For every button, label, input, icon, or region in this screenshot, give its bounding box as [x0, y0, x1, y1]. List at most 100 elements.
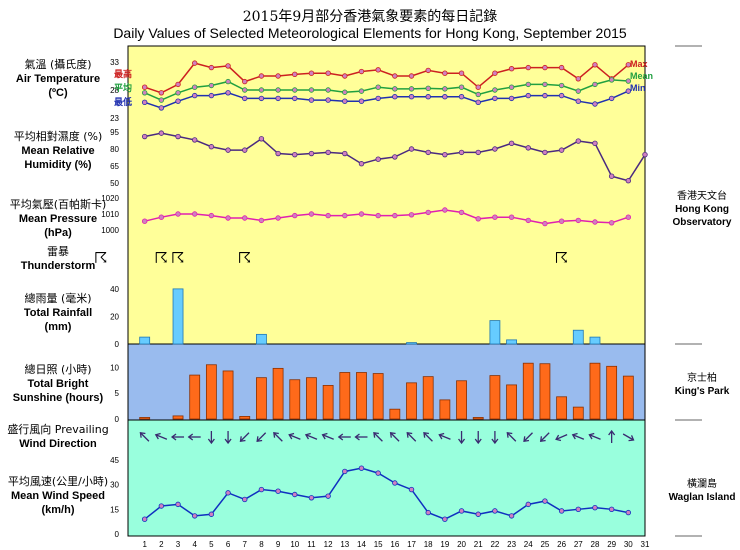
pressure-point: [425, 209, 431, 216]
temp-min-point: [592, 101, 598, 107]
wind-speed-point: [275, 488, 281, 494]
wind-speed-point: [242, 496, 248, 503]
sunshine-bar: [256, 377, 267, 420]
sunshine-label-en: Total Bright: [27, 378, 89, 390]
wind-speed-point: [175, 501, 181, 508]
day-tick-label: 9: [276, 540, 281, 549]
legend-zh-mean: 平均: [114, 82, 132, 94]
day-tick-label: 27: [574, 540, 583, 549]
temp-min-point: [358, 98, 365, 104]
temp-mean-point: [575, 88, 581, 94]
pressure-point: [475, 216, 481, 222]
humidity-point: [458, 149, 465, 156]
day-tick-label: 7: [243, 540, 248, 549]
temp-max-point: [275, 73, 281, 79]
humidity-point: [592, 140, 598, 147]
wind-speed-point: [608, 506, 615, 513]
wind-direction-label-en: Wind Direction: [19, 438, 97, 450]
sunshine-bar: [339, 372, 351, 420]
wind-speed-point: [408, 486, 415, 493]
temp-min-point: [442, 94, 448, 100]
wind-speed-tick-label: 0: [115, 530, 120, 539]
temp-mean-point: [258, 87, 265, 93]
temp-min-point: [608, 95, 615, 102]
humidity-point: [525, 145, 531, 151]
temp-mean-point: [392, 86, 398, 92]
temp-mean-point: [592, 81, 598, 88]
wind-speed-point: [592, 504, 598, 511]
temp-mean-point: [492, 87, 498, 93]
temp-min-point: [342, 98, 348, 104]
title-chinese: 2015年9月部分香港氣象要素的每日記錄: [242, 9, 498, 25]
temp-max-point: [542, 64, 548, 71]
wind-direction-arrow: [506, 431, 517, 442]
wind-direction-arrow: [224, 431, 232, 445]
day-tick-label: 3: [176, 540, 181, 549]
temp-max-point: [425, 67, 431, 74]
rainfall-bar: [256, 333, 267, 345]
sunshine-bar: [205, 364, 217, 420]
temp-max-point: [392, 73, 398, 79]
temp-max-point: [242, 78, 248, 85]
wind-speed-point: [158, 503, 165, 509]
wind-speed-point: [325, 493, 331, 499]
humidity-point: [308, 150, 315, 157]
pressure-point: [492, 214, 498, 220]
temp-max-point: [525, 64, 531, 71]
pressure-tick-label: 1000: [101, 226, 119, 235]
temp-min-point: [525, 92, 531, 99]
humidity-point: [342, 150, 348, 157]
thunderstorm-legend-symbol: ☈: [94, 249, 107, 267]
wind-speed-point: [558, 508, 565, 514]
pressure-point: [175, 211, 181, 217]
pressure-point: [308, 211, 315, 217]
pressure-line: [144, 209, 629, 225]
temperature-label-en: Air Temperature: [15, 73, 101, 85]
rainfall-unit: (mm): [44, 321, 72, 333]
thunderstorm-label-zh: 雷暴: [47, 245, 69, 258]
day-tick-label: 26: [557, 540, 566, 549]
humidity-point: [425, 149, 431, 156]
sunshine-bar: [272, 367, 284, 420]
temp-mean-point: [208, 82, 215, 89]
sunshine-bar: [356, 372, 367, 420]
day-tick-label: 30: [624, 540, 633, 549]
wind-direction-arrow: [389, 431, 400, 442]
day-tick-label: 23: [507, 540, 516, 549]
temp-min-point: [175, 98, 181, 104]
wind-direction-arrow: [458, 431, 466, 445]
wind-speed-unit: (km/h): [41, 504, 75, 516]
humidity-point: [642, 151, 648, 158]
wind-speed-label-en: Mean Wind Speed: [10, 490, 106, 502]
thunderstorm-symbol: ☈: [154, 249, 167, 267]
temp-max-point: [475, 84, 481, 90]
temp-mean-point: [525, 81, 531, 88]
sunshine-bar: [556, 396, 568, 420]
humidity-point: [608, 173, 615, 179]
sunshine-bar: [239, 416, 251, 420]
wind-speed-point: [308, 495, 315, 501]
temp-mean-point: [475, 91, 481, 98]
wind-direction-arrow: [288, 432, 301, 440]
day-tick-label: 31: [641, 540, 650, 549]
humidity-tick-label: 95: [110, 128, 119, 137]
legend-zh-max: 最高: [114, 68, 132, 80]
day-tick-label: 16: [390, 540, 399, 549]
wind-direction-arrow: [207, 431, 215, 445]
sunshine-bar: [589, 362, 601, 420]
sunshine-bar: [622, 375, 634, 420]
wind-speed-point: [392, 480, 398, 486]
day-tick-label: 13: [340, 540, 349, 549]
wind-speed-point: [442, 516, 448, 522]
day-tick-label: 15: [374, 540, 383, 549]
temp-mean-point: [458, 84, 465, 90]
rainfall-bar: [589, 336, 601, 345]
pressure-label: 平均氣壓(百帕斯卡) Mean Pressure (hPa): [4, 198, 112, 240]
day-tick-label: 5: [209, 540, 214, 549]
rainfall-bar: [406, 342, 417, 345]
station-waglan-zh: 橫瀾島: [687, 479, 717, 490]
temp-mean-point: [158, 97, 165, 103]
rainfall-tick-label: 0: [115, 340, 120, 349]
day-tick-label: 12: [324, 540, 333, 549]
thunderstorm-symbol: ☈: [238, 249, 251, 267]
